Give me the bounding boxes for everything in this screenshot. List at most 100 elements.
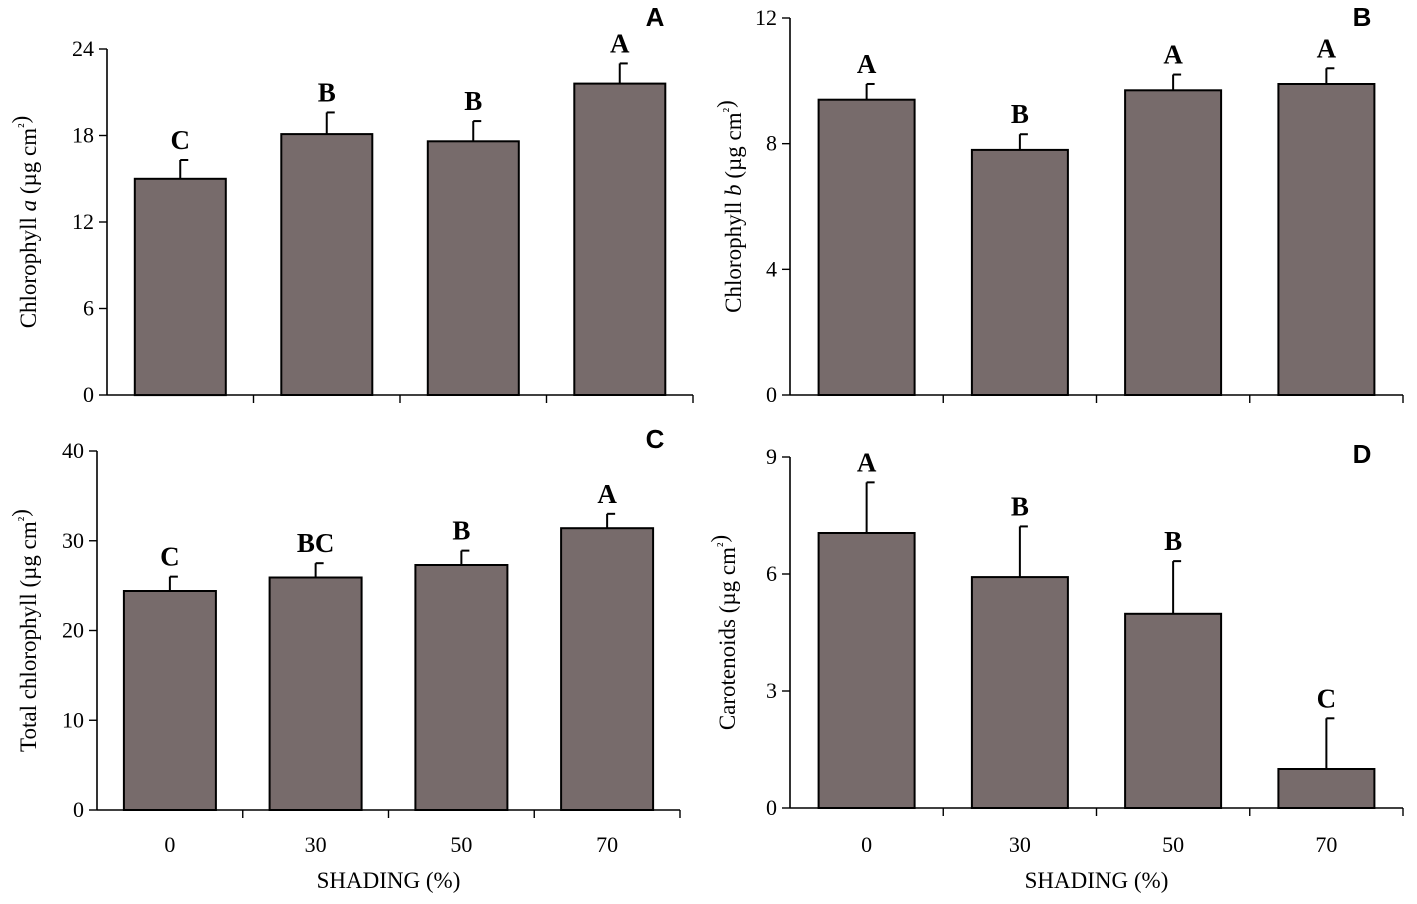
x-tick-label-c: 0 (164, 832, 175, 857)
x-axis-title-c: SHADING (%) (317, 868, 461, 893)
x-tick-label-d: 70 (1315, 832, 1337, 857)
panel-a: C B B A 0 6 12 18 24 Chlorophyll a (µg cm²) A (8, 2, 694, 407)
x-tick-label-c: 70 (596, 832, 618, 857)
y-axis-title-part: ² (16, 516, 32, 521)
significance-letter-c-50: B (452, 516, 470, 546)
panel-c: C BC B A 0 10 20 30 40 0 30 50 70 SHADING (%) Total ch… (8, 424, 681, 893)
bar-a-30 (280, 133, 374, 396)
y-axis-title-part: (µg cm (16, 128, 41, 200)
error-bar-a-50 (472, 120, 482, 142)
significance-letter-d-0: A (857, 447, 877, 477)
panel-letter-b: B (1353, 2, 1372, 32)
bar-c-30 (268, 576, 363, 811)
y-tick-label-c: 40 (62, 438, 84, 463)
y-axis-title-part: ² (721, 107, 737, 112)
y-axis-title-part: ) (707, 535, 732, 543)
bar-d-70 (1277, 768, 1376, 809)
y-tick-label-c: 0 (73, 797, 84, 822)
error-bar-c-50 (460, 549, 470, 565)
error-bar-c-0 (168, 575, 178, 592)
error-bar-a-0 (179, 159, 189, 179)
panel-d: A B B C 0 3 6 9 0 30 50 70 SHADING (%) Carotenoids (µ… (707, 439, 1404, 893)
bar-c-70 (560, 527, 655, 811)
y-tick-label-b: 8 (766, 131, 777, 156)
x-tick-label-d: 30 (1009, 832, 1031, 857)
x-tick-label-d: 0 (861, 832, 872, 857)
y-axis-title-part: Chlorophyll (16, 211, 41, 328)
significance-letter-c-30: BC (297, 528, 335, 558)
significance-letter-c-0: C (160, 542, 180, 572)
y-axis-title-b: Chlorophyll b (µg cm²) (713, 100, 746, 313)
y-tick-label-d: 0 (766, 795, 777, 820)
error-bar-a-70 (618, 62, 628, 84)
significance-letter-a-0: C (171, 125, 191, 155)
y-tick-label-c: 10 (62, 707, 84, 732)
y-tick-label-a: 18 (72, 123, 94, 148)
significance-letter-a-30: B (318, 77, 336, 107)
error-bar-c-30 (314, 562, 324, 578)
y-tick-label-d: 3 (766, 678, 777, 703)
bar-a-70 (573, 82, 667, 396)
error-bar-d-0 (865, 481, 875, 534)
y-axis-title-part: Total chlorophyll (µg cm (16, 521, 41, 752)
significance-letter-b-30: B (1011, 99, 1029, 129)
error-bar-a-30 (325, 111, 335, 135)
significance-letter-d-50: B (1164, 526, 1182, 556)
panel-letter-c: C (646, 424, 665, 454)
y-axis-title-part: ) (8, 509, 33, 517)
significance-letter-a-70: A (610, 28, 630, 58)
y-axis-title-part: ² (715, 542, 731, 547)
y-tick-label-d: 6 (766, 561, 777, 586)
bar-b-0 (817, 98, 916, 396)
significance-letter-d-70: C (1317, 683, 1337, 713)
y-tick-label-a: 6 (83, 296, 94, 321)
bar-a-50 (426, 140, 520, 396)
y-axis-title-part: b (721, 184, 746, 196)
bar-d-50 (1124, 612, 1223, 809)
error-bar-b-70 (1325, 67, 1335, 84)
x-tick-label-c: 30 (305, 832, 327, 857)
bar-a-0 (133, 177, 227, 397)
y-axis-title-a: Chlorophyll a (µg cm²) (8, 116, 41, 329)
bar-c-50 (414, 564, 509, 811)
y-tick-label-a: 0 (83, 382, 94, 407)
error-bar-d-50 (1172, 560, 1182, 614)
panel-letter-d: D (1353, 439, 1372, 469)
y-tick-label-b: 0 (766, 382, 777, 407)
y-axis-title-part: ) (8, 116, 33, 124)
error-bar-d-30 (1018, 525, 1028, 578)
significance-letter-c-70: A (597, 479, 617, 509)
error-bar-b-0 (865, 82, 875, 100)
y-tick-label-a: 24 (72, 36, 94, 61)
significance-letter-b-70: A (1317, 33, 1337, 63)
y-tick-label-c: 30 (62, 528, 84, 553)
x-tick-label-d: 50 (1162, 832, 1184, 857)
y-tick-label-b: 12 (755, 5, 777, 30)
x-axis-title-d: SHADING (%) (1025, 868, 1169, 893)
y-axis-title-part: ² (16, 123, 32, 128)
bar-b-50 (1124, 89, 1223, 397)
y-tick-label-d: 9 (766, 444, 777, 469)
error-bar-c-70 (606, 512, 616, 529)
y-tick-label-c: 20 (62, 618, 84, 643)
panel-letter-a: A (646, 2, 665, 32)
significance-letter-d-30: B (1011, 491, 1029, 521)
error-bar-d-70 (1325, 717, 1335, 769)
x-tick-label-c: 50 (450, 832, 472, 857)
bar-c-0 (122, 590, 217, 811)
y-axis-title-part: Chlorophyll (721, 196, 746, 313)
bar-d-0 (817, 532, 916, 809)
y-axis-title-c: Total chlorophyll (µg cm²) (8, 509, 41, 752)
bar-d-30 (970, 576, 1069, 809)
significance-letter-a-50: B (464, 86, 482, 116)
y-tick-label-a: 12 (72, 209, 94, 234)
bar-b-30 (970, 148, 1069, 396)
y-tick-label-b: 4 (766, 256, 777, 281)
bar-b-70 (1277, 83, 1376, 396)
y-axis-title-part: (µg cm (721, 112, 746, 184)
y-axis-title-part: a (16, 200, 41, 212)
error-bar-b-30 (1018, 133, 1028, 150)
y-axis-title-d: Carotenoids (µg cm²) (707, 535, 740, 730)
